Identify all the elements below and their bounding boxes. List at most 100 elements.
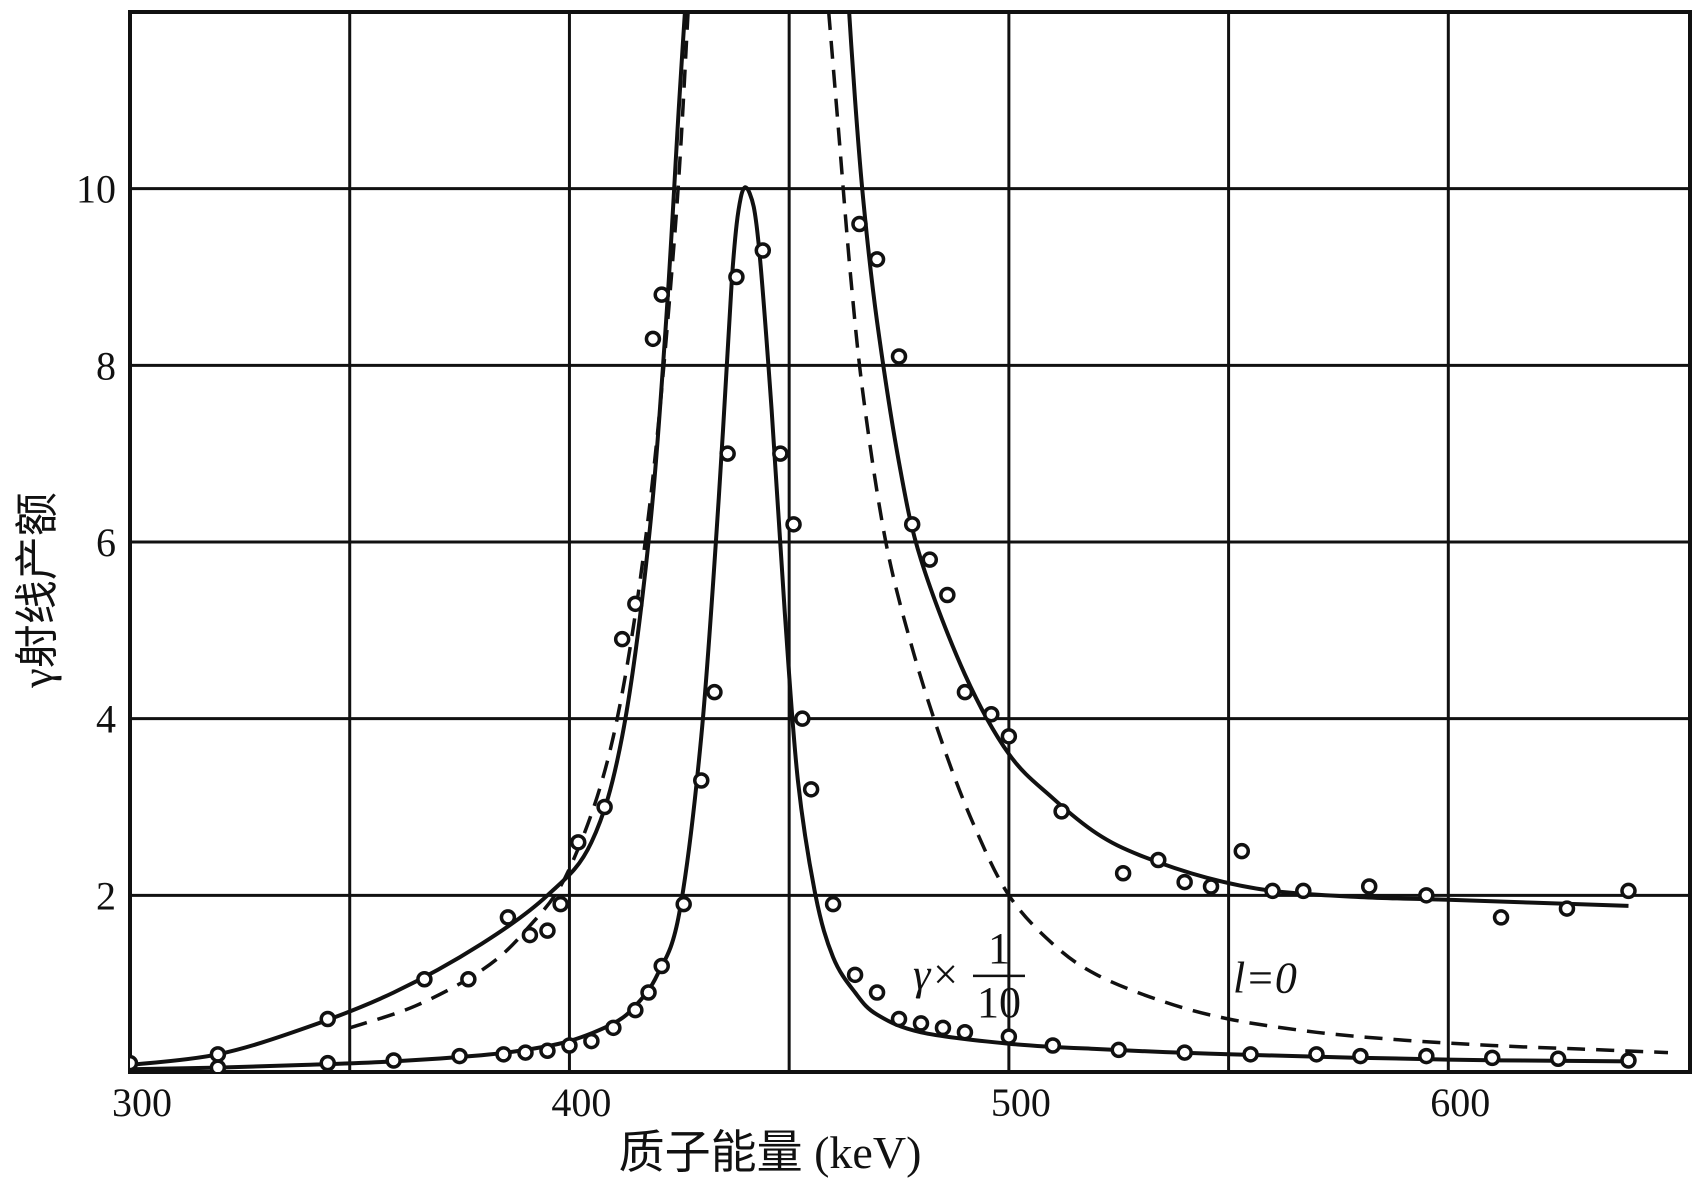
data-point-scaled-solid — [495, 1046, 512, 1063]
data-point-main-solid — [319, 1010, 336, 1028]
data-point-main-solid — [499, 909, 517, 926]
data-point-main-solid — [521, 926, 539, 944]
annotation-l0: l=0 — [1233, 954, 1297, 1003]
y-tick-label: 10 — [76, 167, 116, 212]
data-point-main-solid-right — [921, 551, 939, 568]
data-point-main-solid-right — [983, 706, 1000, 723]
data-point-main-solid-right — [1053, 803, 1070, 820]
x-tick-label: 600 — [1430, 1080, 1490, 1125]
data-point-main-solid-right — [1202, 878, 1220, 895]
data-point-scaled-solid — [640, 984, 657, 1001]
data-point-main-solid-right — [1295, 882, 1312, 900]
data-point-scaled-solid — [693, 772, 710, 789]
data-point-scaled-solid — [890, 1010, 908, 1028]
data-point-main-solid-right — [1418, 887, 1435, 904]
data-point-main-solid — [130, 1054, 139, 1072]
data-point-scaled-solid — [794, 710, 811, 727]
data-point-main-solid-right — [890, 348, 908, 365]
data-point-main-solid — [596, 798, 613, 816]
data-point-main-solid-right — [1176, 873, 1193, 891]
tick-labels: 300 400 500 600 2 4 6 8 10 — [76, 167, 1490, 1125]
data-point-scaled-solid — [561, 1037, 578, 1054]
data-point-scaled-solid — [583, 1032, 600, 1050]
x-axis-label: 质子能量 (keV) — [619, 1127, 922, 1178]
annotations: γ× 1 10 l=0 — [913, 924, 1297, 1027]
data-point-main-solid-right — [1150, 851, 1167, 869]
grid — [128, 12, 1690, 1072]
data-point-main-solid-right — [868, 251, 886, 268]
data-point-main-solid-right — [1558, 900, 1576, 917]
data-point-scaled-solid — [912, 1015, 930, 1032]
data-point-scaled-solid — [719, 445, 736, 462]
data-point-scaled-solid — [846, 966, 864, 984]
x-tick-label: 500 — [991, 1080, 1051, 1125]
data-point-scaled-solid — [868, 984, 886, 1001]
data-point-scaled-solid — [1242, 1046, 1259, 1063]
y-tick-label: 6 — [96, 520, 116, 565]
data-point-scaled-solid — [451, 1047, 468, 1065]
data-point-scaled-solid — [824, 895, 842, 913]
data-point-scaled-solid — [539, 1042, 556, 1060]
data-point-scaled-solid — [675, 895, 692, 913]
data-point-scaled-solid — [653, 957, 670, 975]
data-point-scaled-solid — [754, 242, 772, 259]
data-point-scaled-solid — [1000, 1028, 1018, 1045]
data-point-main-solid-right — [1233, 842, 1251, 860]
data-point-main-solid-right — [939, 586, 956, 604]
data-point-scaled-solid — [1110, 1041, 1127, 1059]
series-line-l0-dashed-right — [826, 12, 1669, 1055]
data-point-main-solid — [569, 834, 587, 851]
data-point-main-solid — [460, 971, 477, 988]
data-point-main-solid-right — [1264, 882, 1281, 900]
data-point-main-solid-right — [1492, 909, 1510, 926]
data-point-main-solid-right — [903, 516, 921, 533]
data-point-scaled-solid — [706, 683, 723, 701]
data-point-scaled-solid — [1620, 1052, 1637, 1069]
data-point-main-solid — [209, 1046, 227, 1063]
annotation-scaled-series: γ× 1 10 — [913, 924, 1025, 1027]
annotation-numerator: 1 — [988, 924, 1010, 973]
data-points — [130, 215, 1637, 1072]
data-point-scaled-solid — [1308, 1046, 1325, 1063]
y-tick-label: 2 — [96, 873, 116, 918]
data-point-main-solid-right — [1360, 878, 1378, 895]
annotation-denominator: 10 — [977, 978, 1021, 1027]
data-point-scaled-solid — [956, 1024, 974, 1041]
data-point-scaled-solid — [627, 1001, 644, 1019]
data-point-scaled-solid — [605, 1019, 622, 1037]
data-point-main-solid-right — [1114, 865, 1132, 882]
data-point-main-solid — [416, 971, 433, 988]
y-tick-label: 4 — [96, 697, 116, 742]
data-point-main-solid — [627, 595, 644, 613]
data-point-scaled-solid — [728, 268, 745, 286]
data-point-main-solid — [613, 630, 631, 648]
data-point-scaled-solid — [1484, 1049, 1501, 1067]
data-point-scaled-solid — [1176, 1044, 1193, 1061]
x-tick-label: 400 — [551, 1080, 611, 1125]
x-tick-label: 300 — [112, 1080, 172, 1125]
data-point-scaled-solid — [785, 516, 802, 533]
data-point-scaled-solid — [1352, 1047, 1369, 1065]
data-point-scaled-solid — [772, 445, 789, 462]
data-point-main-solid — [653, 286, 670, 303]
data-point-scaled-solid — [517, 1044, 534, 1061]
data-point-scaled-solid — [1549, 1050, 1567, 1067]
data-point-main-solid — [552, 895, 569, 913]
data-point-main-solid — [539, 922, 556, 939]
y-tick-label: 8 — [96, 343, 116, 388]
data-point-scaled-solid — [319, 1054, 336, 1072]
data-point-scaled-solid — [385, 1052, 402, 1069]
series-line-main-solid-right — [847, 12, 1629, 908]
data-point-scaled-solid — [934, 1019, 952, 1037]
data-point-main-solid — [644, 330, 662, 348]
data-point-scaled-solid — [1044, 1037, 1062, 1054]
data-point-scaled-solid — [802, 781, 820, 798]
annotation-gamma-times: γ× — [913, 950, 960, 999]
data-point-main-solid-right — [1000, 728, 1018, 745]
data-point-main-solid-right — [956, 683, 974, 701]
data-point-main-solid-right — [1620, 882, 1637, 900]
data-point-main-solid-right — [851, 215, 868, 233]
data-point-scaled-solid — [1418, 1047, 1435, 1065]
